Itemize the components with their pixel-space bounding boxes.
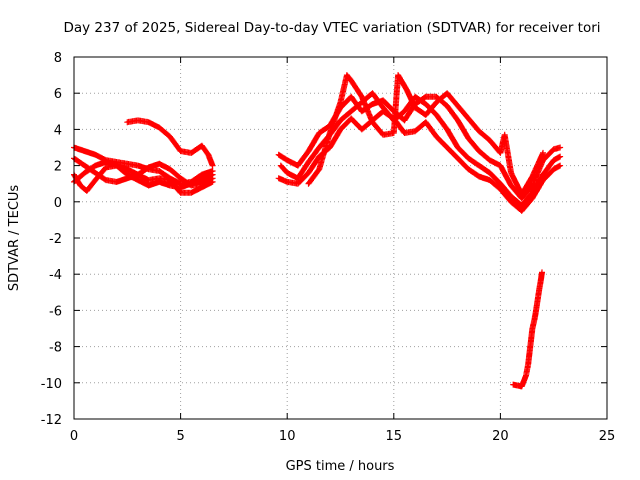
y-tick-label: 0 <box>54 196 62 211</box>
y-tick-label: 4 <box>54 123 62 138</box>
plot-border <box>73 56 608 420</box>
x-axis-label: GPS time / hours <box>286 459 395 474</box>
y-tick-label: -4 <box>49 268 62 283</box>
series-markers <box>305 72 546 198</box>
y-tick-label: -6 <box>49 304 62 319</box>
x-tick-label: 10 <box>279 429 296 444</box>
x-tick-label: 5 <box>176 429 184 444</box>
y-tick-label: 6 <box>54 87 62 102</box>
y-tick-label: 8 <box>54 51 62 66</box>
series-7 <box>277 90 564 209</box>
y-tick-label: 2 <box>54 160 62 175</box>
y-tick-label: -10 <box>41 377 62 392</box>
series-9 <box>305 72 546 198</box>
series-5 <box>124 117 216 169</box>
y-axis-label: SDTVAR / TECUs <box>7 185 22 292</box>
series-markers <box>277 90 564 209</box>
series-markers <box>510 269 545 390</box>
series-markers <box>124 117 216 169</box>
chart-title: Day 237 of 2025, Sidereal Day-to-day VTE… <box>63 20 600 36</box>
y-tick-label: -2 <box>49 232 62 247</box>
series-10 <box>510 269 545 390</box>
series-layer <box>71 72 564 390</box>
y-tick-label: -8 <box>49 341 62 356</box>
x-tick-label: 20 <box>492 429 509 444</box>
y-tick-label: -12 <box>41 413 62 428</box>
x-tick-label: 25 <box>599 429 616 444</box>
x-tick-label: 15 <box>386 429 403 444</box>
x-tick-label: 0 <box>70 429 78 444</box>
